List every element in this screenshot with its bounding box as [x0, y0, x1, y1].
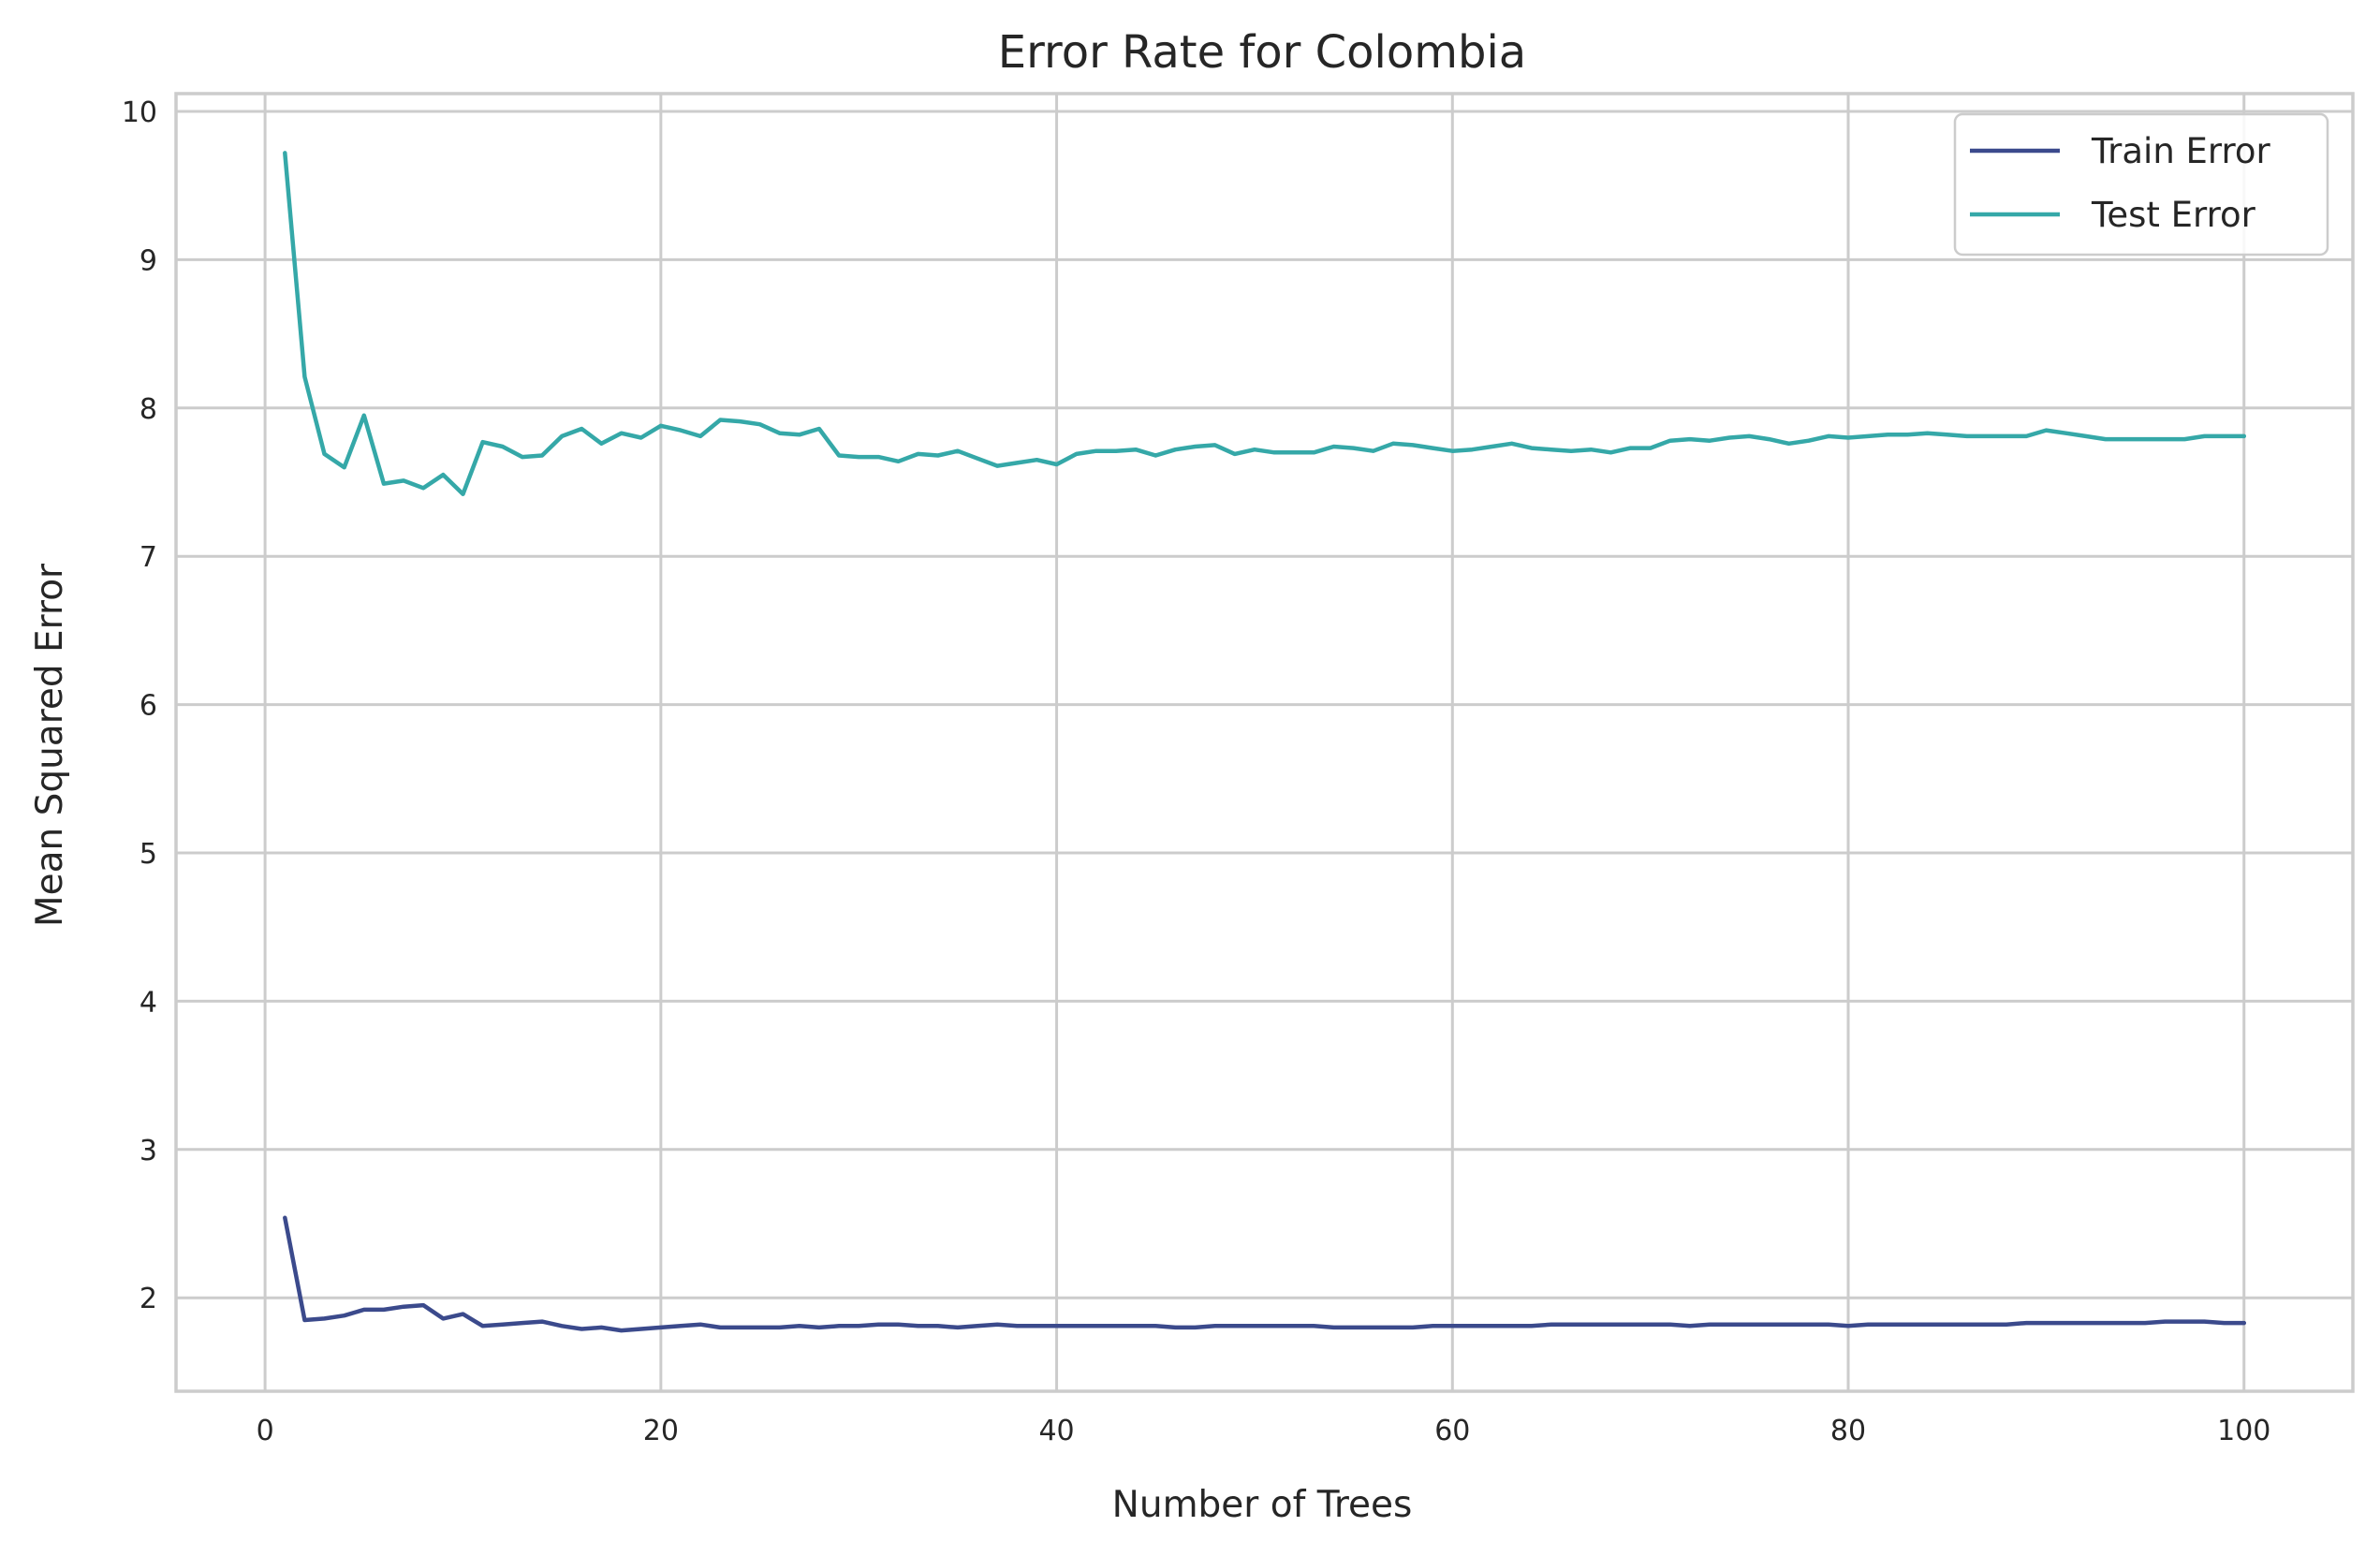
y-tick-label: 3 [140, 1135, 157, 1167]
x-tick-label: 20 [643, 1415, 679, 1447]
y-tick-label: 10 [122, 96, 157, 129]
plot-area-frame [174, 92, 2355, 1393]
train-error-line [283, 1215, 2247, 1333]
y-axis-label: Mean Squared Error [29, 563, 71, 927]
y-tick-label: 6 [140, 690, 157, 723]
grid-lines [176, 94, 2353, 1391]
x-tick-label: 80 [1830, 1415, 1866, 1447]
legend-label-train-error: Train Error [2091, 131, 2271, 171]
legend: Train Error Test Error [1953, 112, 2329, 257]
y-tick-label: 4 [140, 986, 157, 1019]
x-tick-label: 40 [1038, 1415, 1074, 1447]
chart-title: Error Rate for Colombia [998, 26, 1526, 79]
test-error-line [283, 151, 2247, 496]
y-tick-label: 7 [140, 541, 157, 574]
y-tick-label: 5 [140, 838, 157, 871]
x-axis-label: Number of Trees [1112, 1484, 1413, 1526]
tick-labels: 0 20 40 60 80 100 2 3 4 5 6 7 8 9 10 [122, 96, 2271, 1447]
x-tick-label: 60 [1434, 1415, 1470, 1447]
y-tick-label: 8 [140, 393, 157, 426]
y-tick-label: 2 [140, 1283, 157, 1315]
x-tick-label: 0 [257, 1415, 274, 1447]
series-lines [283, 151, 2247, 1333]
legend-label-test-error: Test Error [2091, 195, 2256, 235]
y-tick-label: 9 [140, 244, 157, 277]
x-tick-label: 100 [2217, 1415, 2270, 1447]
